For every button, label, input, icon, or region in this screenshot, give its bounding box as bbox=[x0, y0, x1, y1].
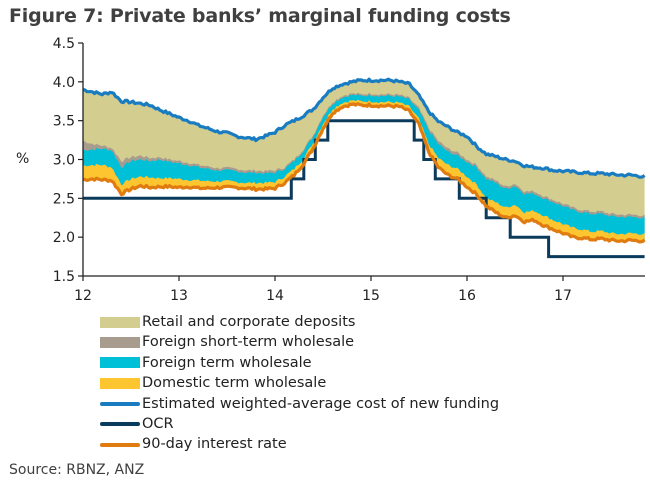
chart-title: Figure 7: Private banks’ marginal fundin… bbox=[9, 5, 511, 27]
legend-swatch bbox=[100, 422, 140, 427]
line-weighted-average-cost bbox=[82, 77, 646, 179]
legend-label: 90-day interest rate bbox=[142, 436, 287, 453]
x-tick-label: 12 bbox=[74, 288, 92, 304]
legend-item-90-day-interest-rate: 90-day interest rate bbox=[100, 434, 499, 454]
area-foreign-term-wholesale bbox=[83, 94, 645, 242]
line-layers bbox=[82, 77, 646, 259]
y-tick-label: 2.0 bbox=[53, 230, 75, 246]
x-tick-label: 13 bbox=[170, 288, 188, 304]
x-tick-label: 16 bbox=[458, 288, 476, 304]
legend: Retail and corporate deposits Foreign sho… bbox=[100, 312, 499, 455]
chart-plot: 1.5 2.0 2.5 3.0 3.5 4.0 4.5 12 13 14 15 16 17 % bbox=[16, 36, 646, 304]
legend-item-estimated-weighted-average-cost-of-new-funding: Estimated weighted-average cost of new f… bbox=[100, 394, 499, 414]
y-tick-label: 3.0 bbox=[53, 153, 75, 169]
legend-swatch bbox=[100, 337, 140, 349]
legend-swatch bbox=[100, 357, 140, 369]
legend-item-domestic-term-wholesale: Domestic term wholesale bbox=[100, 373, 499, 393]
y-tick-label: 4.0 bbox=[53, 75, 75, 91]
legend-swatch bbox=[100, 316, 140, 328]
legend-item-foreign-term-wholesale: Foreign term wholesale bbox=[100, 353, 499, 373]
y-axis-label: % bbox=[16, 151, 29, 167]
x-tick-label: 15 bbox=[362, 288, 380, 304]
legend-item-retail-and-corporate-deposits: Retail and corporate deposits bbox=[100, 312, 499, 332]
legend-label: Retail and corporate deposits bbox=[142, 314, 356, 330]
legend-label: Domestic term wholesale bbox=[142, 375, 327, 392]
line-90-day-interest-rate bbox=[82, 102, 646, 244]
legend-swatch bbox=[100, 442, 140, 447]
legend-item-foreign-short-term-wholesale: Foreign short-term wholesale bbox=[100, 332, 499, 352]
legend-swatch bbox=[100, 401, 140, 406]
y-tick-label: 3.5 bbox=[53, 114, 75, 130]
x-ticks: 12 13 14 15 16 17 bbox=[74, 276, 572, 304]
legend-swatch bbox=[100, 377, 140, 389]
x-tick-label: 17 bbox=[554, 288, 572, 304]
legend-label: Foreign term wholesale bbox=[142, 354, 312, 371]
area-layers bbox=[83, 80, 645, 242]
y-tick-label: 4.5 bbox=[53, 36, 75, 52]
legend-item-ocr: OCR bbox=[100, 414, 499, 434]
legend-label: Foreign short-term wholesale bbox=[142, 334, 355, 351]
legend-label: OCR bbox=[142, 415, 174, 432]
y-tick-label: 1.5 bbox=[53, 269, 75, 285]
source-note: Source: RBNZ, ANZ bbox=[9, 462, 145, 478]
y-ticks: 1.5 2.0 2.5 3.0 3.5 4.0 4.5 bbox=[53, 36, 83, 285]
y-tick-label: 2.5 bbox=[53, 191, 75, 207]
x-tick-label: 14 bbox=[266, 288, 284, 304]
legend-label: Estimated weighted-average cost of new f… bbox=[142, 395, 500, 412]
